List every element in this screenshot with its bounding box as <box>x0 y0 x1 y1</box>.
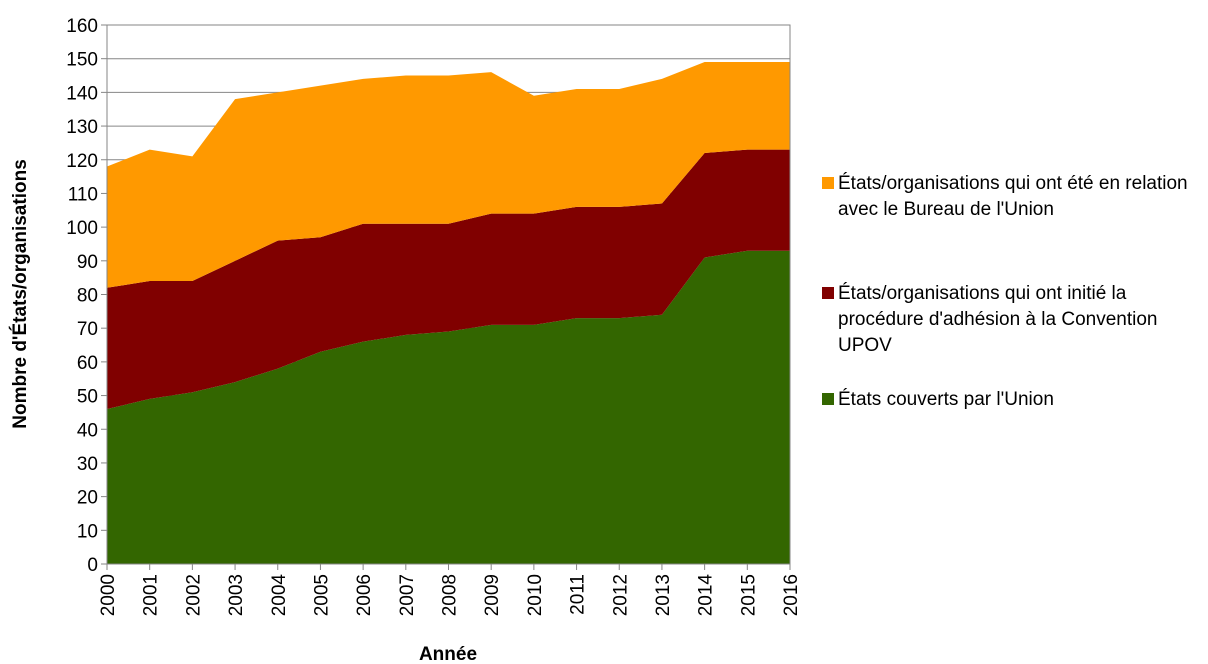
x-tick-label: 2009 <box>482 574 503 616</box>
y-tick-label: 90 <box>77 252 98 273</box>
y-tick-label: 140 <box>66 83 98 104</box>
x-tick-label: 2015 <box>738 574 759 616</box>
area-series-2 <box>107 62 790 288</box>
x-tick-label: 2011 <box>568 574 589 615</box>
x-tick-label: 2004 <box>269 574 290 617</box>
legend-item-members: États couverts par l'Union <box>822 387 1198 413</box>
legend-label-members: États couverts par l'Union <box>838 389 1054 410</box>
x-axis-ticks: 2000 2001 2002 2003 2004 2005 2006 2007 2008 2009… <box>98 564 802 616</box>
y-axis-ticks: 0 10 20 30 40 50 60 70 80 90 100 110 120 130 140 150 160 <box>66 16 107 576</box>
x-tick-label: 2005 <box>311 574 332 616</box>
y-tick-label: 80 <box>77 286 98 307</box>
y-tick-label: 40 <box>77 420 98 441</box>
x-axis-title: Année <box>419 644 477 664</box>
x-tick-label: 2000 <box>98 574 119 616</box>
x-tick-label: 2006 <box>354 574 375 616</box>
y-tick-label: 30 <box>77 454 98 475</box>
y-tick-label: 60 <box>77 353 98 374</box>
y-tick-label: 150 <box>66 50 98 71</box>
x-tick-label: 2008 <box>440 574 461 616</box>
legend-swatch-darkred <box>822 287 834 299</box>
x-tick-label: 2003 <box>226 574 247 616</box>
legend-label-relations: États/organisations qui ont été en relat… <box>838 173 1188 220</box>
y-tick-label: 100 <box>66 218 98 239</box>
y-tick-label: 160 <box>66 16 98 37</box>
y-tick-label: 50 <box>77 387 98 408</box>
legend-item-procedure: États/organisations qui ont initié la pr… <box>822 281 1198 359</box>
legend-item-relations: États/organisations qui ont été en relat… <box>822 171 1188 223</box>
x-tick-label: 2016 <box>781 574 802 616</box>
x-tick-label: 2010 <box>525 574 546 616</box>
x-tick-label: 2014 <box>696 574 717 617</box>
x-tick-label: 2002 <box>183 574 204 616</box>
y-tick-label: 120 <box>66 151 98 172</box>
area-series-1 <box>107 149 790 410</box>
y-axis-title: Nombre d'États/organisations <box>9 159 31 429</box>
legend-label-procedure: États/organisations qui ont initié la pr… <box>838 283 1158 356</box>
x-tick-label: 2013 <box>653 574 674 616</box>
y-tick-label: 0 <box>87 555 98 576</box>
y-tick-label: 20 <box>77 488 98 509</box>
area-series-0 <box>107 250 790 565</box>
area-series-group <box>107 62 790 565</box>
legend-swatch-green <box>822 393 834 405</box>
y-tick-label: 70 <box>77 319 98 340</box>
x-tick-label: 2001 <box>141 574 162 616</box>
y-tick-label: 10 <box>77 521 98 542</box>
y-tick-label: 130 <box>66 117 98 138</box>
x-tick-label: 2007 <box>397 574 418 616</box>
y-tick-label: 110 <box>68 184 98 205</box>
x-tick-label: 2012 <box>610 574 631 616</box>
legend-swatch-orange <box>822 177 834 189</box>
